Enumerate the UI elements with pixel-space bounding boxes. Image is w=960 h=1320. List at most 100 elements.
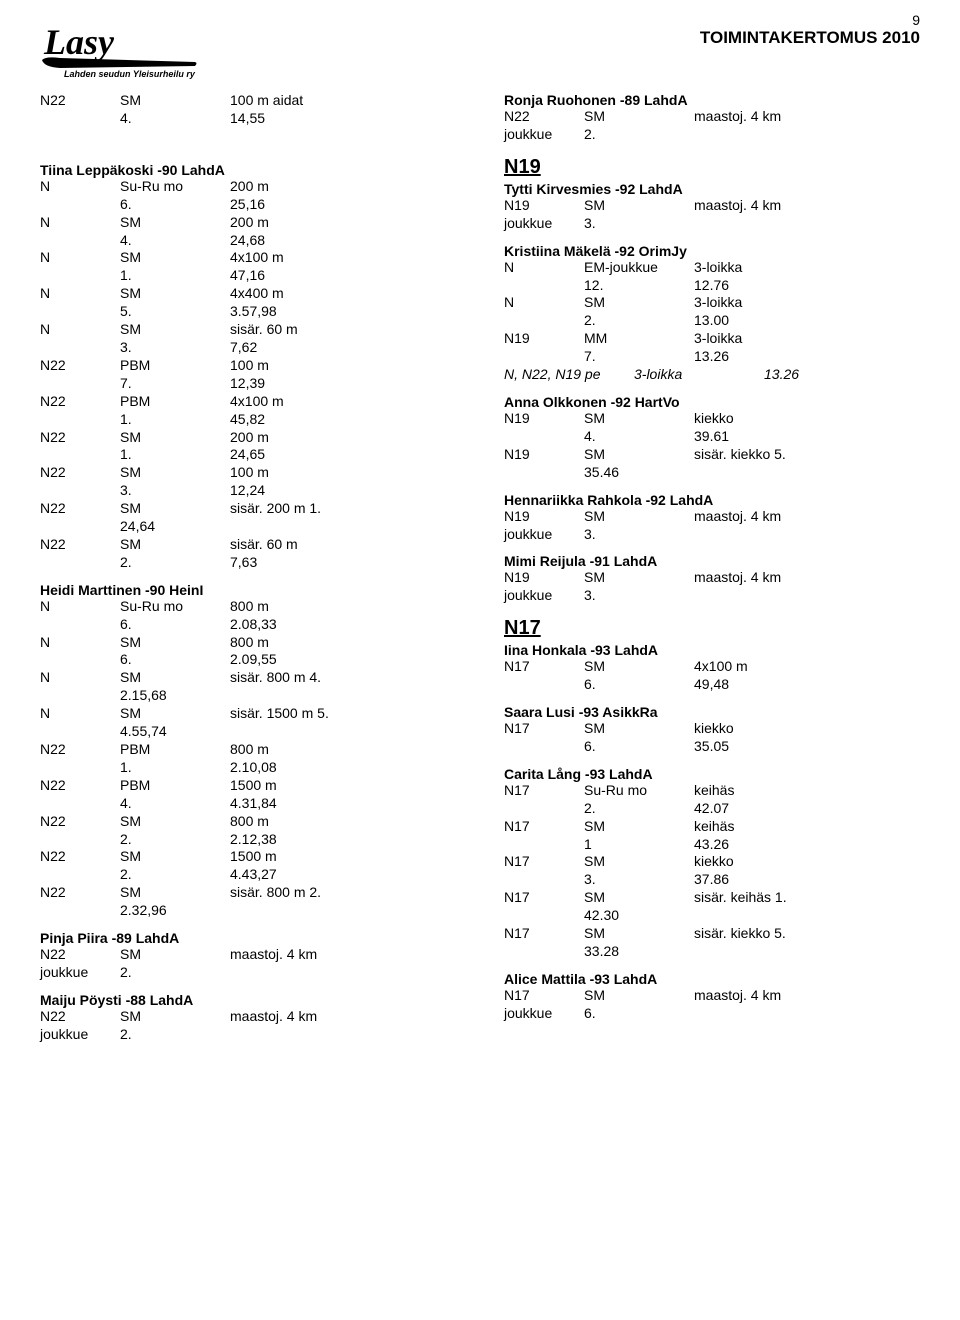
athlete-heading: Tytti Kirvesmies -92 LahdA — [504, 181, 920, 197]
cell: maastoj. 4 km — [694, 508, 920, 526]
result-row: 2.2.12,38 — [40, 831, 456, 849]
athlete-heading: Heidi Marttinen -90 HeinI — [40, 582, 456, 598]
cell: 100 m aidat — [230, 92, 456, 110]
result-row: joukkue3. — [504, 587, 920, 605]
cell — [504, 464, 584, 482]
cell: 4.43,27 — [230, 866, 456, 884]
cell: 3-loikka — [694, 294, 920, 312]
cell — [504, 312, 584, 330]
block-top: N22SM100 m aidat 4.14,55 — [40, 92, 456, 128]
result-row: 24,64 — [40, 518, 456, 536]
left-column: N22SM100 m aidat 4.14,55 Tiina Leppäkosk… — [40, 92, 456, 1044]
result-row: 7.13.26 — [504, 348, 920, 366]
block-makela: NEM-joukkue3-loikka12.12.76NSM3-loikka2.… — [504, 259, 920, 366]
cell: N22 — [40, 848, 120, 866]
cell: 6. — [584, 738, 694, 756]
result-row: 12.12.76 — [504, 277, 920, 295]
cell: PBM — [120, 741, 230, 759]
result-row: N17SMkiekko — [504, 720, 920, 738]
cell: SM — [120, 285, 230, 303]
cell: sisär. kiekko 5. — [694, 925, 920, 943]
cell — [40, 723, 120, 741]
cell: N — [40, 669, 120, 687]
result-row: N17SMkeihäs — [504, 818, 920, 836]
result-row: joukkue2. — [40, 964, 456, 982]
result-row: joukkue2. — [504, 126, 920, 144]
result-row: N19SMmaastoj. 4 km — [504, 197, 920, 215]
result-row: NSMsisär. 60 m — [40, 321, 456, 339]
result-row: N22PBM100 m — [40, 357, 456, 375]
cell: 4x400 m — [230, 285, 456, 303]
cell — [40, 866, 120, 884]
cell: 4.55,74 — [120, 723, 230, 741]
cell: 3. — [584, 215, 694, 233]
cell: N19 — [504, 569, 584, 587]
result-row: N22SMsisär. 60 m — [40, 536, 456, 554]
athlete-heading: Ronja Ruohonen -89 LahdA — [504, 92, 920, 108]
result-row: N22SMsisär. 200 m 1. — [40, 500, 456, 518]
cell: 45,82 — [230, 411, 456, 429]
cell: maastoj. 4 km — [694, 569, 920, 587]
cell: SM — [584, 720, 694, 738]
cell: 2. — [120, 831, 230, 849]
result-row: N22PBM1500 m — [40, 777, 456, 795]
cell: 2. — [120, 866, 230, 884]
result-row: 143.26 — [504, 836, 920, 854]
cell: 24,65 — [230, 446, 456, 464]
cell — [40, 687, 120, 705]
cell: sisär. 800 m 4. — [230, 669, 456, 687]
cell: N — [40, 249, 120, 267]
cell: joukkue — [40, 1026, 120, 1044]
cell: 1 — [584, 836, 694, 854]
result-row: N19SMkiekko — [504, 410, 920, 428]
result-row: 1.2.10,08 — [40, 759, 456, 777]
athlete-heading: Kristiina Mäkelä -92 OrimJy — [504, 243, 920, 259]
cell: 3. — [584, 871, 694, 889]
cell: 200 m — [230, 178, 456, 196]
block-mattila: N17SMmaastoj. 4 kmjoukkue6. — [504, 987, 920, 1023]
cell: kiekko — [694, 410, 920, 428]
cell: 25,16 — [230, 196, 456, 214]
cell: N22 — [504, 108, 584, 126]
cell: 3-loikka — [694, 259, 920, 277]
cell: N, N22, N19 pe — [504, 366, 634, 384]
result-row: NSM4x400 m — [40, 285, 456, 303]
cell: 1. — [120, 411, 230, 429]
result-row: N22SMmaastoj. 4 km — [40, 1008, 456, 1026]
cell — [40, 411, 120, 429]
cell: SM — [584, 197, 694, 215]
cell: SM — [120, 214, 230, 232]
cell: PBM — [120, 357, 230, 375]
cell: EM-joukkue — [584, 259, 694, 277]
cell: kiekko — [694, 720, 920, 738]
cell: SM — [120, 705, 230, 723]
cell — [694, 464, 920, 482]
cell: N19 — [504, 330, 584, 348]
cell: SM — [584, 925, 694, 943]
cell — [504, 676, 584, 694]
result-row: NSMsisär. 1500 m 5. — [40, 705, 456, 723]
cell: 1. — [120, 759, 230, 777]
cell: 6. — [120, 616, 230, 634]
result-row: 1.47,16 — [40, 267, 456, 285]
cell: 6. — [584, 676, 694, 694]
result-row: NSu-Ru mo200 m — [40, 178, 456, 196]
cell: SM — [584, 987, 694, 1005]
result-row: NSM3-loikka — [504, 294, 920, 312]
athlete-heading: Saara Lusi -93 AsikkRa — [504, 704, 920, 720]
cell: SM — [584, 818, 694, 836]
cell — [504, 277, 584, 295]
cell: sisär. kiekko 5. — [694, 446, 920, 464]
cell: 12.76 — [694, 277, 920, 295]
athlete-heading: Pinja Piira -89 LahdA — [40, 930, 456, 946]
athlete-heading: Hennariikka Rahkola -92 LahdA — [504, 492, 920, 508]
cell — [230, 964, 456, 982]
cell: sisär. 200 m 1. — [230, 500, 456, 518]
result-row: N22SM1500 m — [40, 848, 456, 866]
cell — [504, 871, 584, 889]
result-row: 2.15,68 — [40, 687, 456, 705]
result-row: N19SMsisär. kiekko 5. — [504, 446, 920, 464]
cell: N17 — [504, 987, 584, 1005]
block-reijula: N19SMmaastoj. 4 kmjoukkue3. — [504, 569, 920, 605]
block-olkkonen: N19SMkiekko4.39.61N19SMsisär. kiekko 5.3… — [504, 410, 920, 482]
